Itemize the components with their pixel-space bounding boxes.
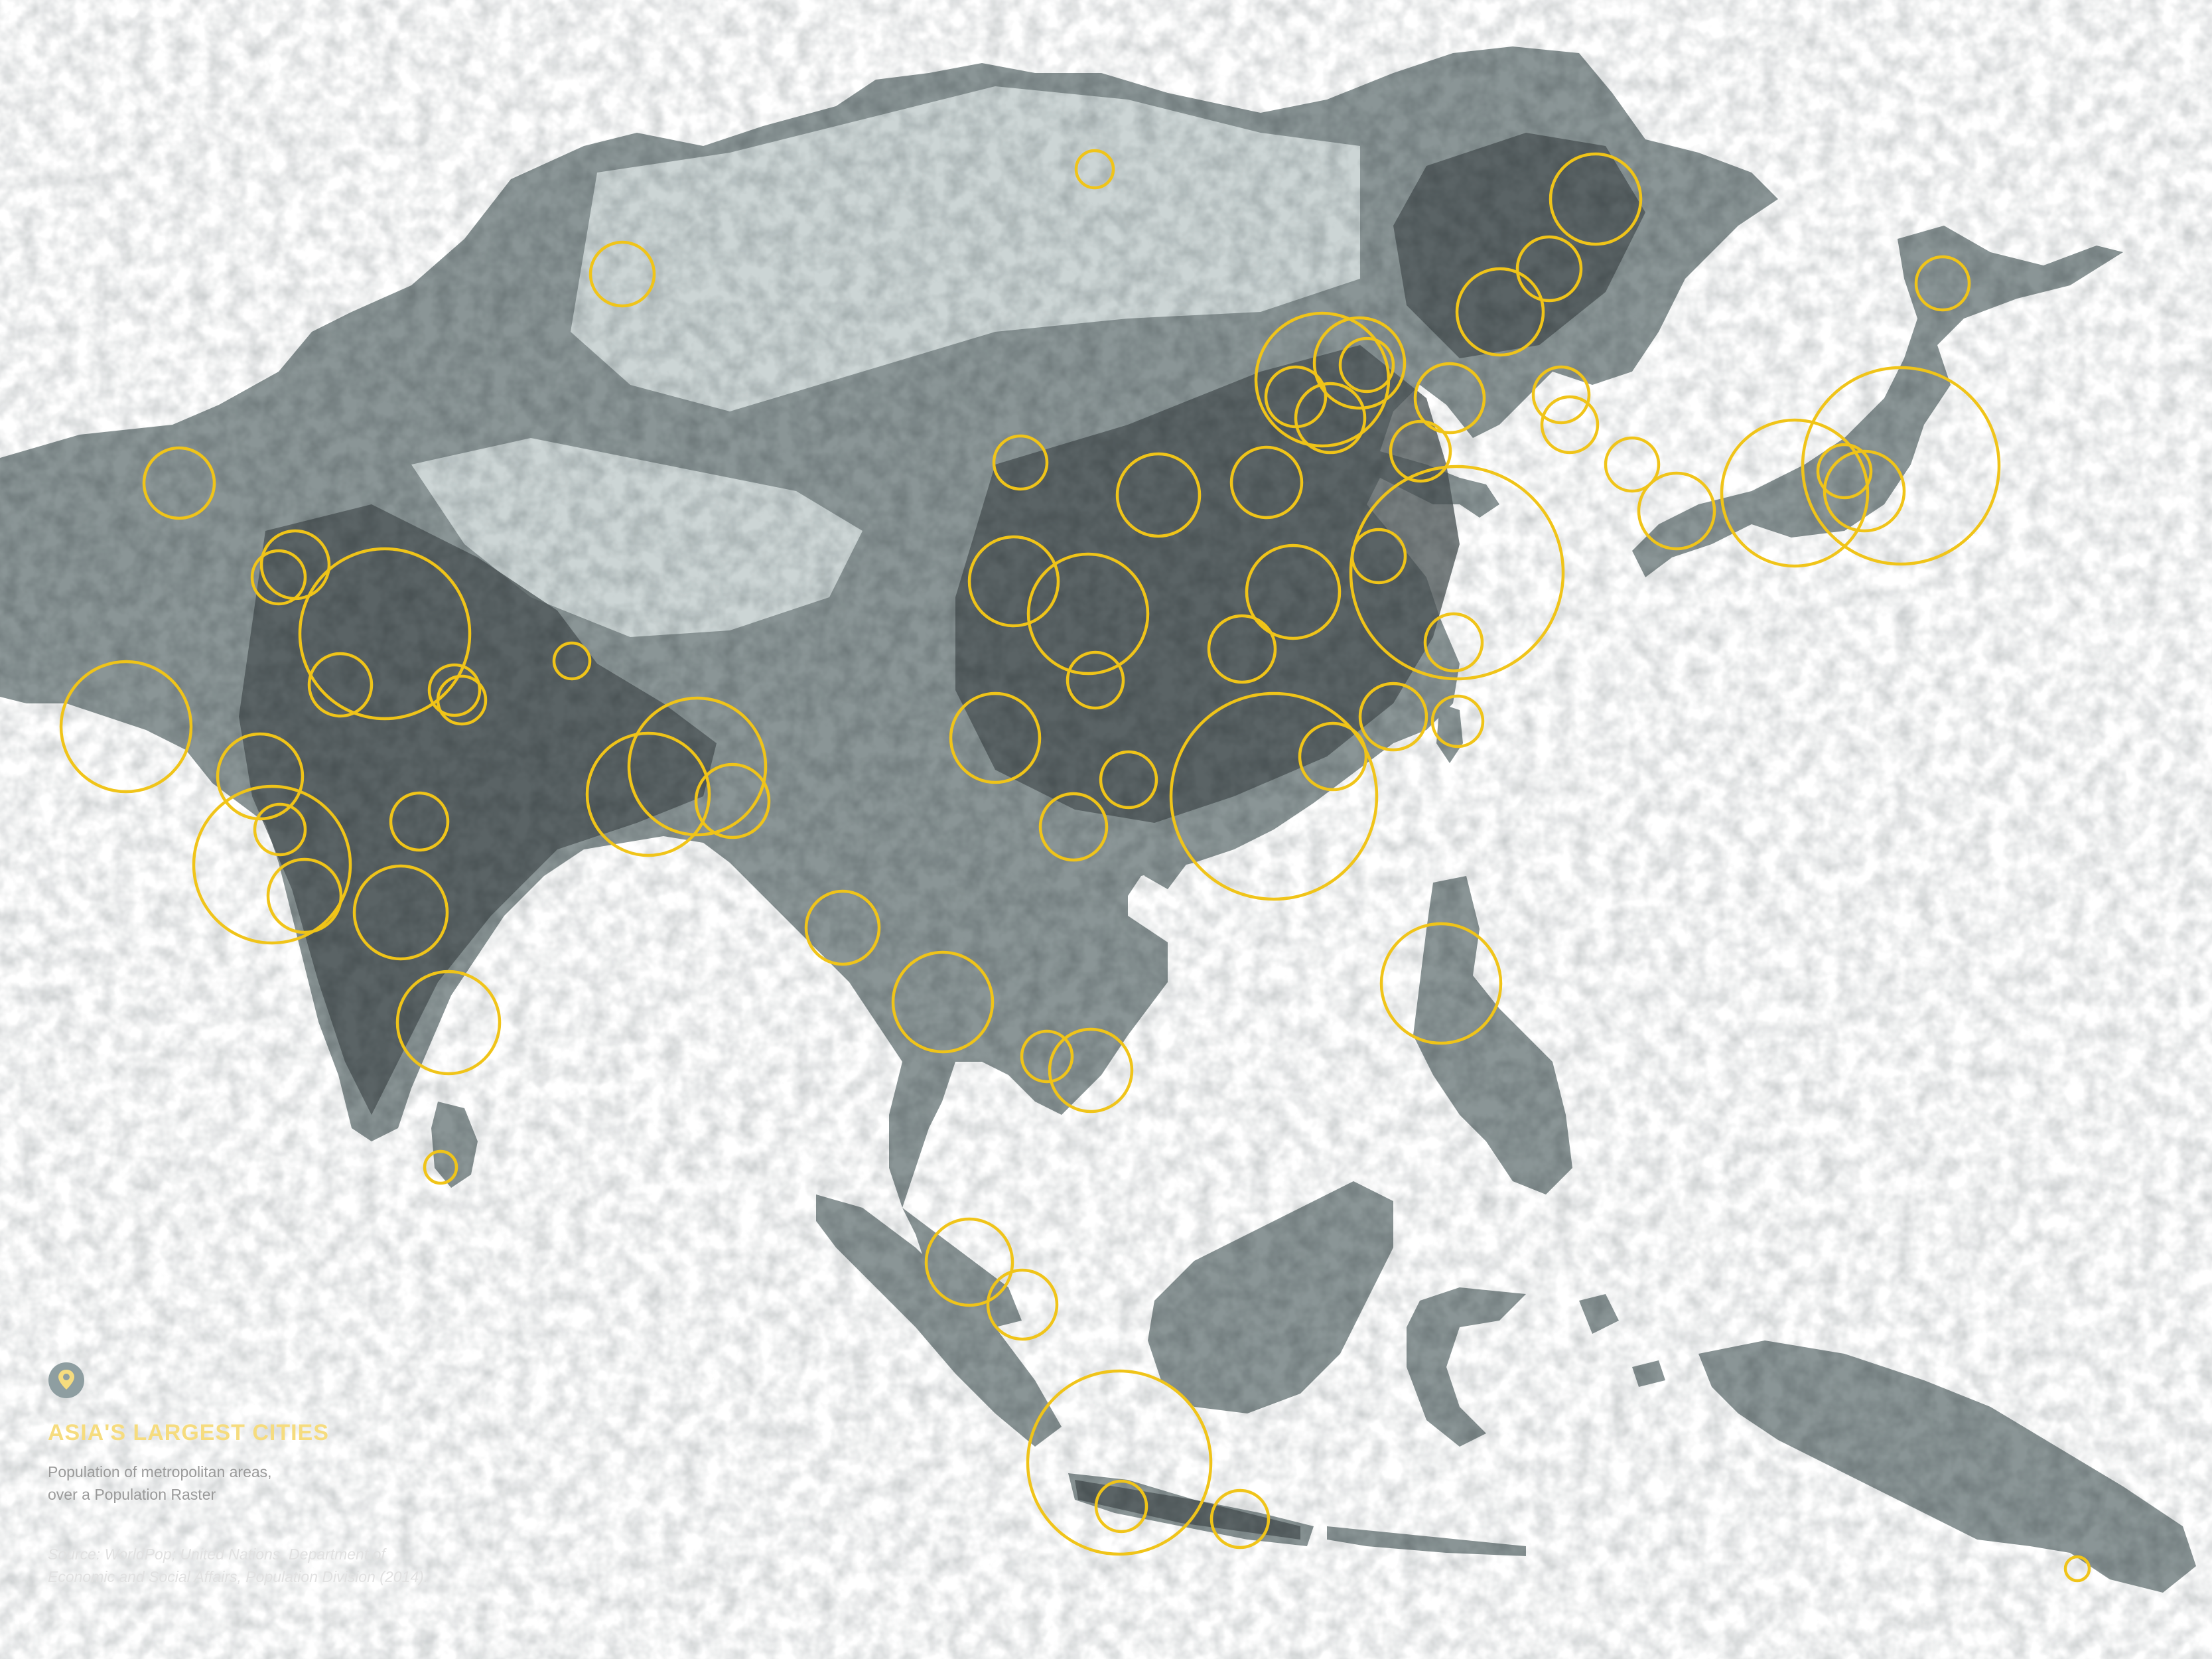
city-circle [298, 547, 472, 721]
city-circle [1413, 362, 1486, 435]
city-circle [427, 663, 482, 717]
city-circle [1229, 445, 1304, 520]
city-circle [1115, 452, 1202, 538]
city-circle [142, 446, 216, 520]
location-pin-icon [48, 1362, 84, 1398]
city-circle [1026, 552, 1150, 676]
city-circle [1169, 691, 1379, 901]
city-circle [1210, 1488, 1271, 1550]
city-circle [1515, 235, 1583, 303]
city-circle [59, 660, 193, 794]
city-circle [949, 691, 1042, 784]
city-circle [1020, 1029, 1074, 1084]
city-circle [1720, 418, 1870, 568]
city-circle [1816, 443, 1873, 500]
city-circle [2063, 1555, 2091, 1583]
legend-subtitle: Population of metropolitan areas, over a… [48, 1461, 459, 1506]
city-circle [395, 970, 502, 1076]
city-circle [1823, 449, 1906, 533]
city-circle [1358, 682, 1428, 752]
city-circle [1094, 1479, 1148, 1534]
city-circle [992, 434, 1049, 491]
city-circle [1540, 395, 1600, 455]
legend-subtitle-line1: Population of metropolitan areas, [48, 1463, 272, 1480]
city-circle [552, 641, 592, 681]
city-circle [967, 535, 1060, 628]
city-circle [1312, 316, 1407, 410]
city-circles [59, 149, 2091, 1583]
city-circle [307, 652, 374, 718]
city-circle [1048, 1027, 1134, 1114]
city-circle [1099, 750, 1158, 810]
city-circle [891, 950, 995, 1054]
city-circle [1379, 922, 1503, 1045]
city-circle [266, 857, 343, 934]
legend-subtitle-line2: over a Population Raster [48, 1486, 216, 1503]
city-circle [1423, 612, 1484, 673]
city-circle [924, 1217, 1014, 1307]
city-circle [1549, 152, 1643, 246]
city-circle [1801, 366, 2001, 566]
city-circle [627, 696, 768, 837]
city-circle [1350, 528, 1407, 585]
city-circle [1430, 694, 1485, 749]
city-circle [1455, 267, 1545, 357]
city-circle [1349, 465, 1565, 681]
city-circle [250, 549, 307, 606]
city-circle [694, 762, 771, 839]
city-circle [1245, 543, 1342, 640]
legend-source: Source: WorldPop; United Nations, Depart… [48, 1543, 459, 1588]
city-circle [436, 674, 488, 726]
legend-title: ASIA'S LARGEST CITIES [48, 1420, 329, 1445]
city-circle [352, 864, 449, 961]
city-circle [216, 732, 305, 821]
city-circle [1298, 721, 1368, 792]
city-circle [1637, 471, 1716, 551]
city-circle [1026, 1369, 1213, 1556]
city-circle [1531, 365, 1591, 425]
city-circle [1066, 650, 1125, 710]
legend-source-line1: Source: WorldPop; United Nations, Depart… [48, 1546, 385, 1563]
legend: ASIA'S LARGEST CITIES Population of metr… [48, 1362, 459, 1588]
city-circle [389, 791, 450, 852]
city-circle [1207, 614, 1277, 684]
city-circle [1914, 255, 1971, 312]
city-circle [1038, 792, 1109, 862]
city-circle [1294, 382, 1367, 455]
city-circle [1389, 419, 1452, 483]
city-circle [253, 802, 307, 857]
city-circle [1074, 149, 1115, 190]
legend-source-line2: Economic and Social Affairs, Population … [48, 1568, 429, 1585]
city-circle [1604, 436, 1661, 493]
city-circle [986, 1268, 1059, 1341]
city-circle [423, 1149, 458, 1185]
city-circle [1338, 336, 1395, 394]
city-circle [585, 731, 711, 857]
city-circle [192, 784, 352, 945]
city-circle [804, 889, 881, 966]
city-circle [588, 240, 656, 308]
